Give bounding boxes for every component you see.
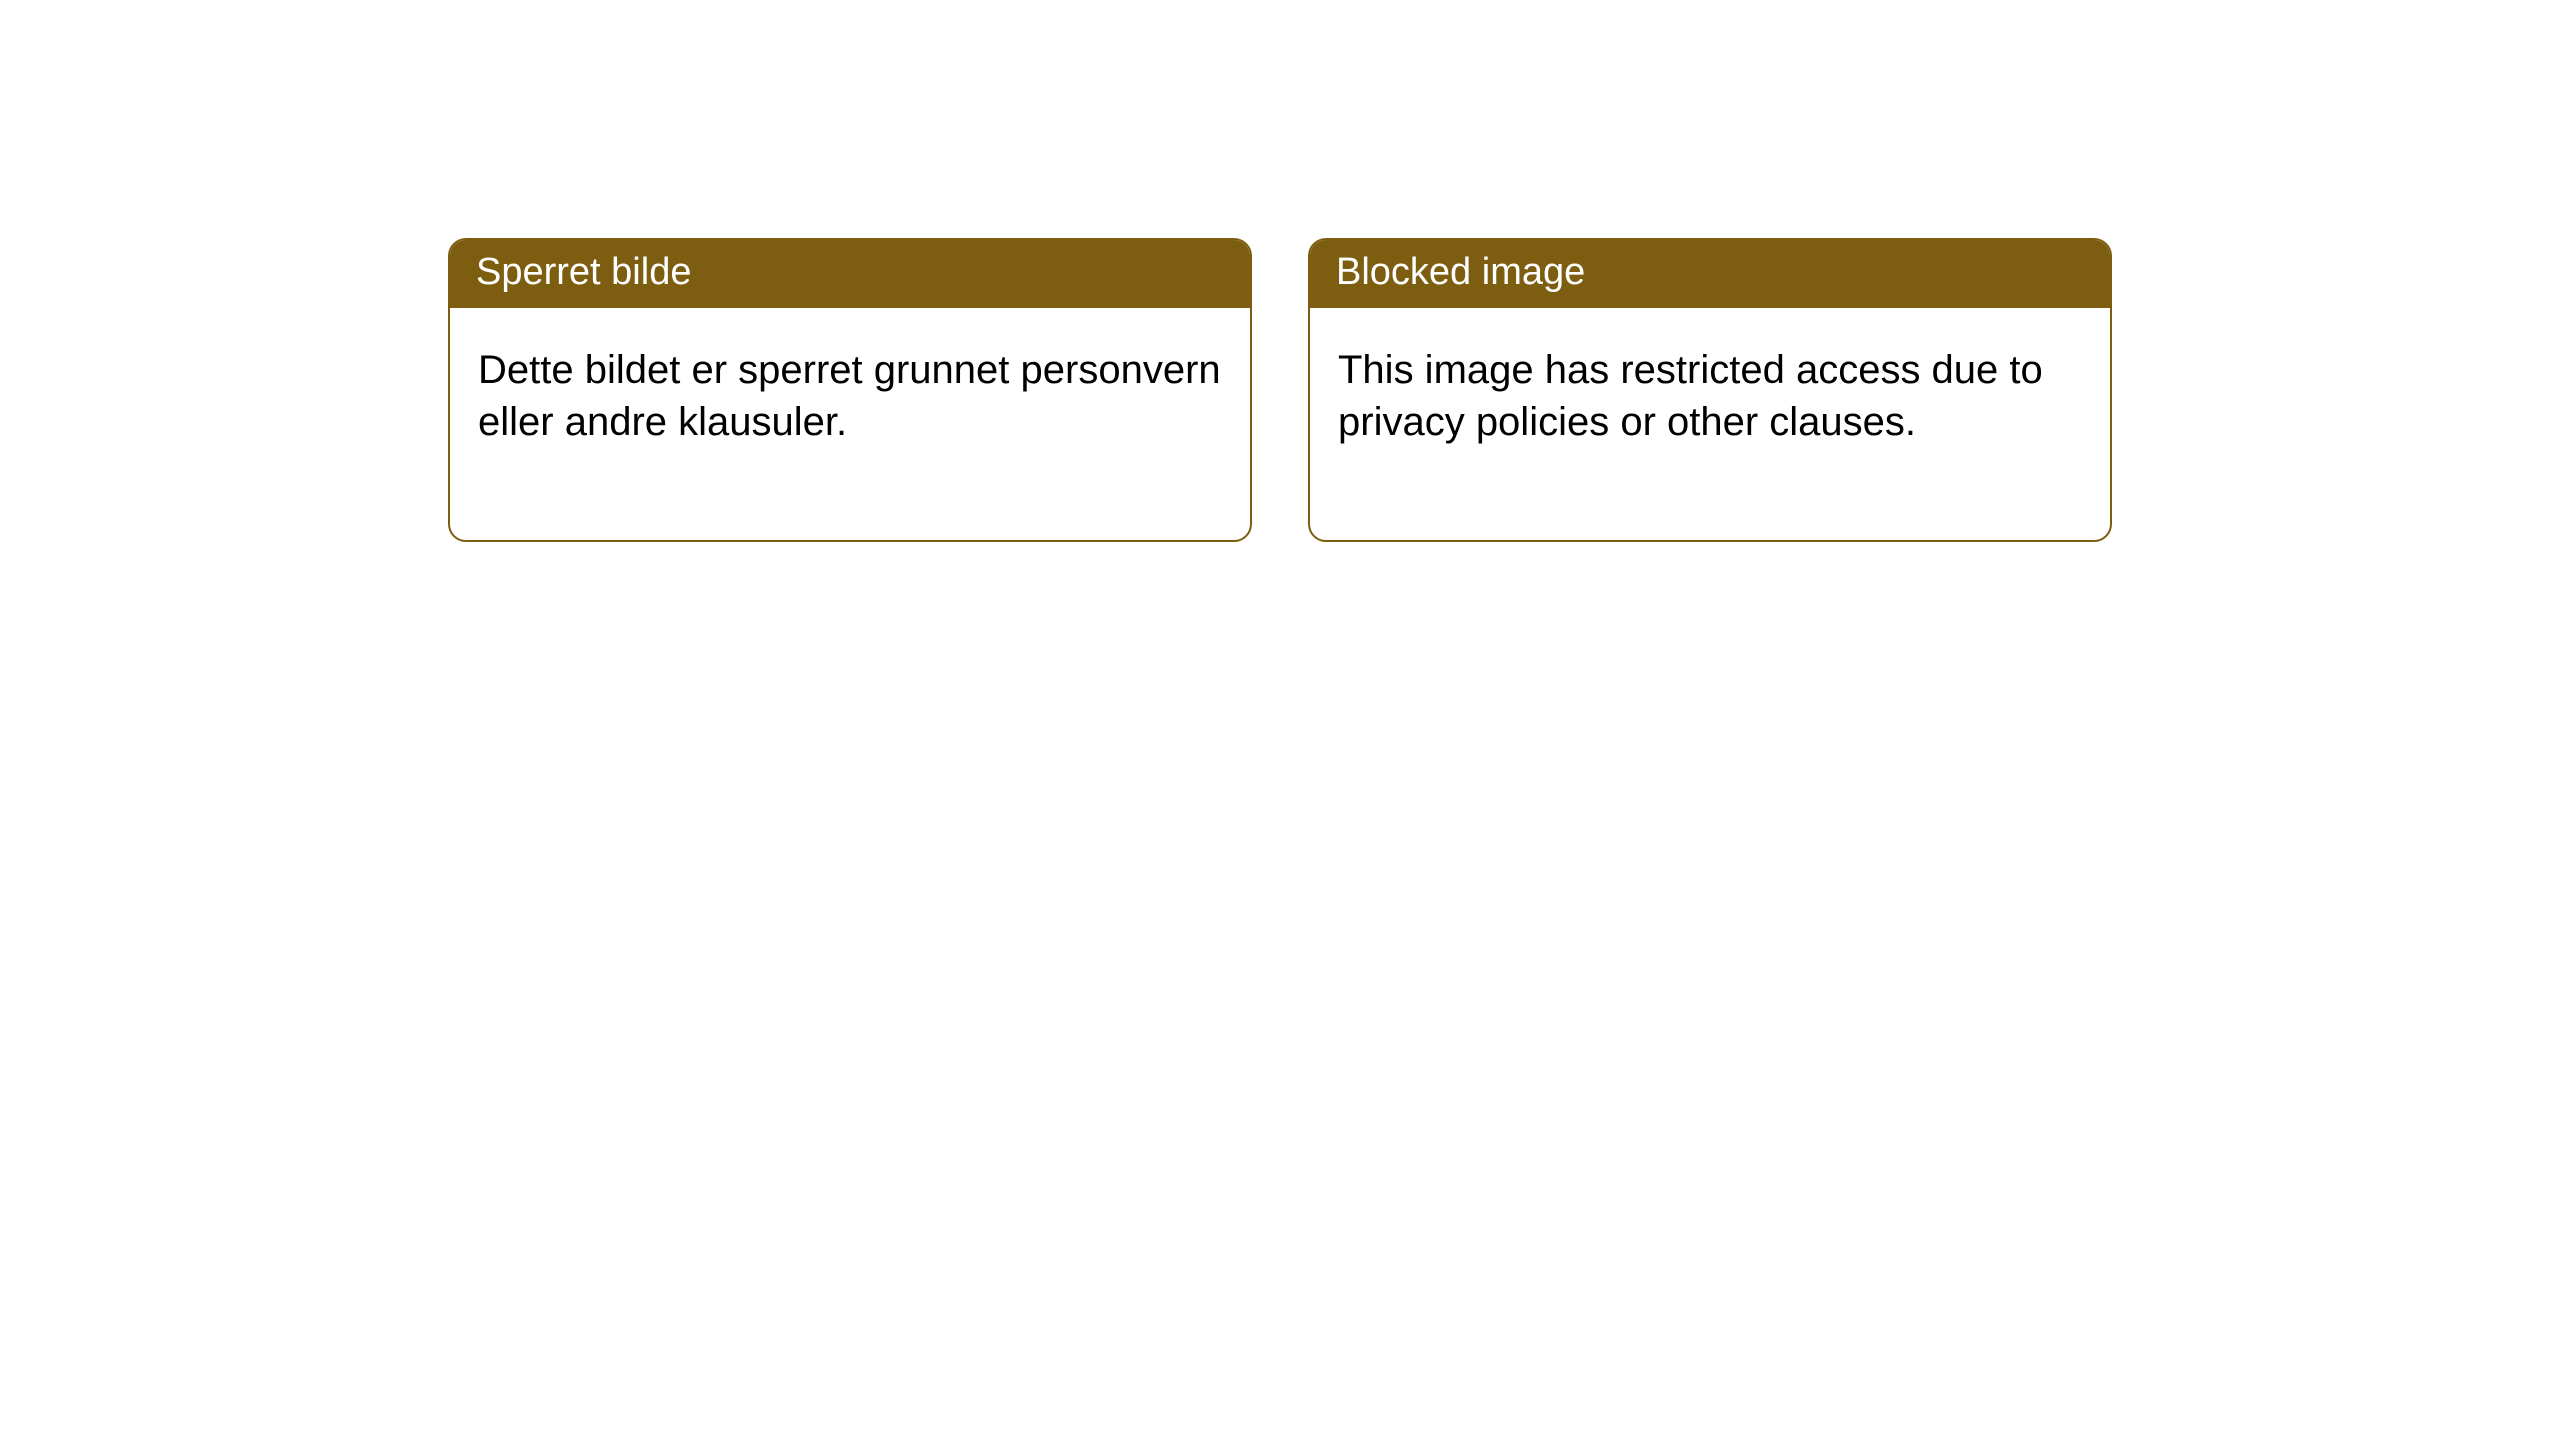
notice-body-english: This image has restricted access due to …: [1310, 308, 2110, 540]
notice-card-english: Blocked image This image has restricted …: [1308, 238, 2112, 542]
notice-card-norwegian: Sperret bilde Dette bildet er sperret gr…: [448, 238, 1252, 542]
notice-header-english: Blocked image: [1310, 240, 2110, 308]
notice-container: Sperret bilde Dette bildet er sperret gr…: [0, 0, 2560, 542]
notice-header-norwegian: Sperret bilde: [450, 240, 1250, 308]
notice-body-norwegian: Dette bildet er sperret grunnet personve…: [450, 308, 1250, 540]
